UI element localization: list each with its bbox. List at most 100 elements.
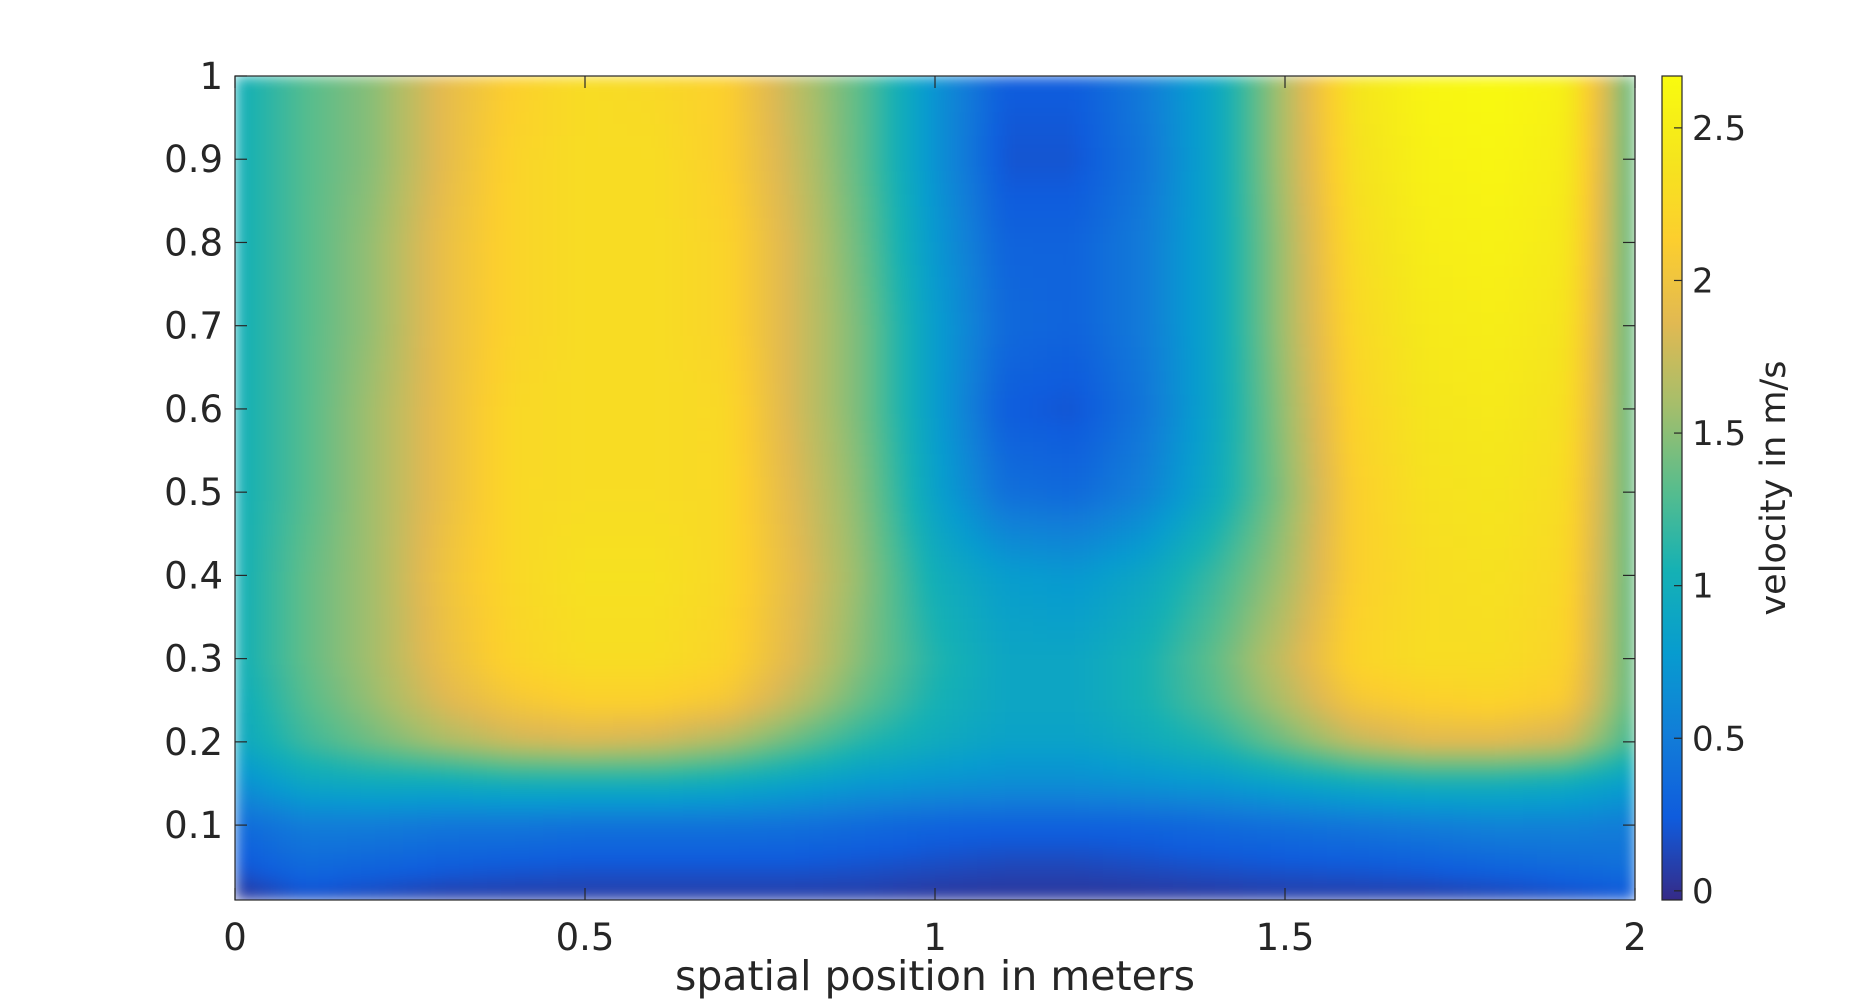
heatmap-cell [263,852,278,866]
heatmap-cell [1201,535,1216,548]
heatmap-cell [1579,664,1594,678]
heatmap-cell [543,570,558,584]
heatmap-cell [697,676,712,690]
heatmap-cell [865,817,880,831]
heatmap-cell [977,805,992,819]
heatmap-cell [1383,346,1398,360]
heatmap-cell [1243,440,1258,454]
heatmap-cell [949,735,964,748]
heatmap-cell [291,699,306,713]
heatmap-cell [375,617,390,631]
heatmap-cell [1341,770,1356,784]
heatmap-cell [1061,676,1076,690]
heatmap-cell [1383,641,1398,654]
heatmap-cell [291,888,306,900]
heatmap-cell [837,688,852,701]
heatmap-cell [641,852,656,866]
heatmap-cell [1411,605,1426,619]
heatmap-cell [1145,794,1160,807]
heatmap-cell [1537,429,1552,442]
heatmap-cell [1383,452,1398,466]
heatmap-cell [851,382,866,395]
heatmap-cell [753,499,768,513]
heatmap-cell [809,570,824,584]
heatmap-cell [599,452,614,466]
heatmap-cell [1341,711,1356,725]
heatmap-cell [935,358,950,372]
heatmap-cell [837,452,852,466]
heatmap-cell [1453,523,1468,537]
heatmap-cell [1369,440,1384,454]
heatmap-cell [487,758,502,772]
heatmap-cell [1593,393,1608,407]
heatmap-cell [991,452,1006,466]
heatmap-cell [1439,452,1454,466]
heatmap-cell [697,440,712,454]
heatmap-cell [1369,735,1384,748]
heatmap-cell [1621,770,1635,784]
heatmap-cell [795,311,810,325]
heatmap-cell [977,511,992,525]
heatmap-cell [991,440,1006,454]
heatmap-cell [487,370,502,384]
heatmap-cell [1579,852,1594,866]
heatmap-cell [543,888,558,900]
heatmap-cell [599,617,614,631]
heatmap-cell [291,652,306,666]
heatmap-cell [431,817,446,831]
heatmap-cell [1425,805,1440,819]
heatmap-cell [1257,699,1272,713]
heatmap-cell [1467,711,1482,725]
heatmap-cell [655,617,670,631]
heatmap-cell [1187,746,1202,760]
heatmap-cell [1327,334,1342,348]
heatmap-cell [669,593,684,607]
heatmap-cell [739,334,754,348]
heatmap-cell [389,699,404,713]
heatmap-cell [347,770,362,784]
heatmap-cell [291,382,306,395]
heatmap-cell [1075,864,1090,878]
heatmap-cell [1033,382,1048,395]
heatmap-cell [1257,841,1272,854]
heatmap-cell [1369,558,1384,572]
heatmap-cell [991,805,1006,819]
heatmap-cell [1005,558,1020,572]
heatmap-cell [515,641,530,654]
heatmap-cell [1621,629,1635,643]
heatmap-cell [305,488,320,501]
heatmap-cell [837,405,852,419]
heatmap-cell [1439,511,1454,525]
heatmap-cell [1187,323,1202,336]
heatmap-cell [1355,723,1370,737]
heatmap-cell [1047,499,1062,513]
heatmap-cell [795,735,810,748]
heatmap-cell [375,664,390,678]
heatmap-cell [375,805,390,819]
heatmap-cell [1131,358,1146,372]
heatmap-cell [1047,676,1062,690]
heatmap-cell [1537,782,1552,796]
heatmap-cell [1579,770,1594,784]
heatmap-cell [991,876,1006,890]
heatmap-cell [809,511,824,525]
heatmap-cell [655,440,670,454]
heatmap-cell [1467,770,1482,784]
heatmap-cell [557,382,572,395]
heatmap-cell [1397,452,1412,466]
heatmap-cell [1159,617,1174,631]
heatmap-cell [1397,805,1412,819]
heatmap-cell [403,511,418,525]
heatmap-cell [375,723,390,737]
heatmap-cell [697,311,712,325]
heatmap-cell [1159,382,1174,395]
heatmap-cell [753,852,768,866]
heatmap-cell [389,829,404,843]
heatmap-cell [1257,393,1272,407]
heatmap-cell [1467,782,1482,796]
heatmap-cell [1215,735,1230,748]
heatmap-cell [1313,829,1328,843]
heatmap-cell [235,688,250,701]
heatmap-cell [851,417,866,431]
heatmap-cell [1089,546,1104,560]
